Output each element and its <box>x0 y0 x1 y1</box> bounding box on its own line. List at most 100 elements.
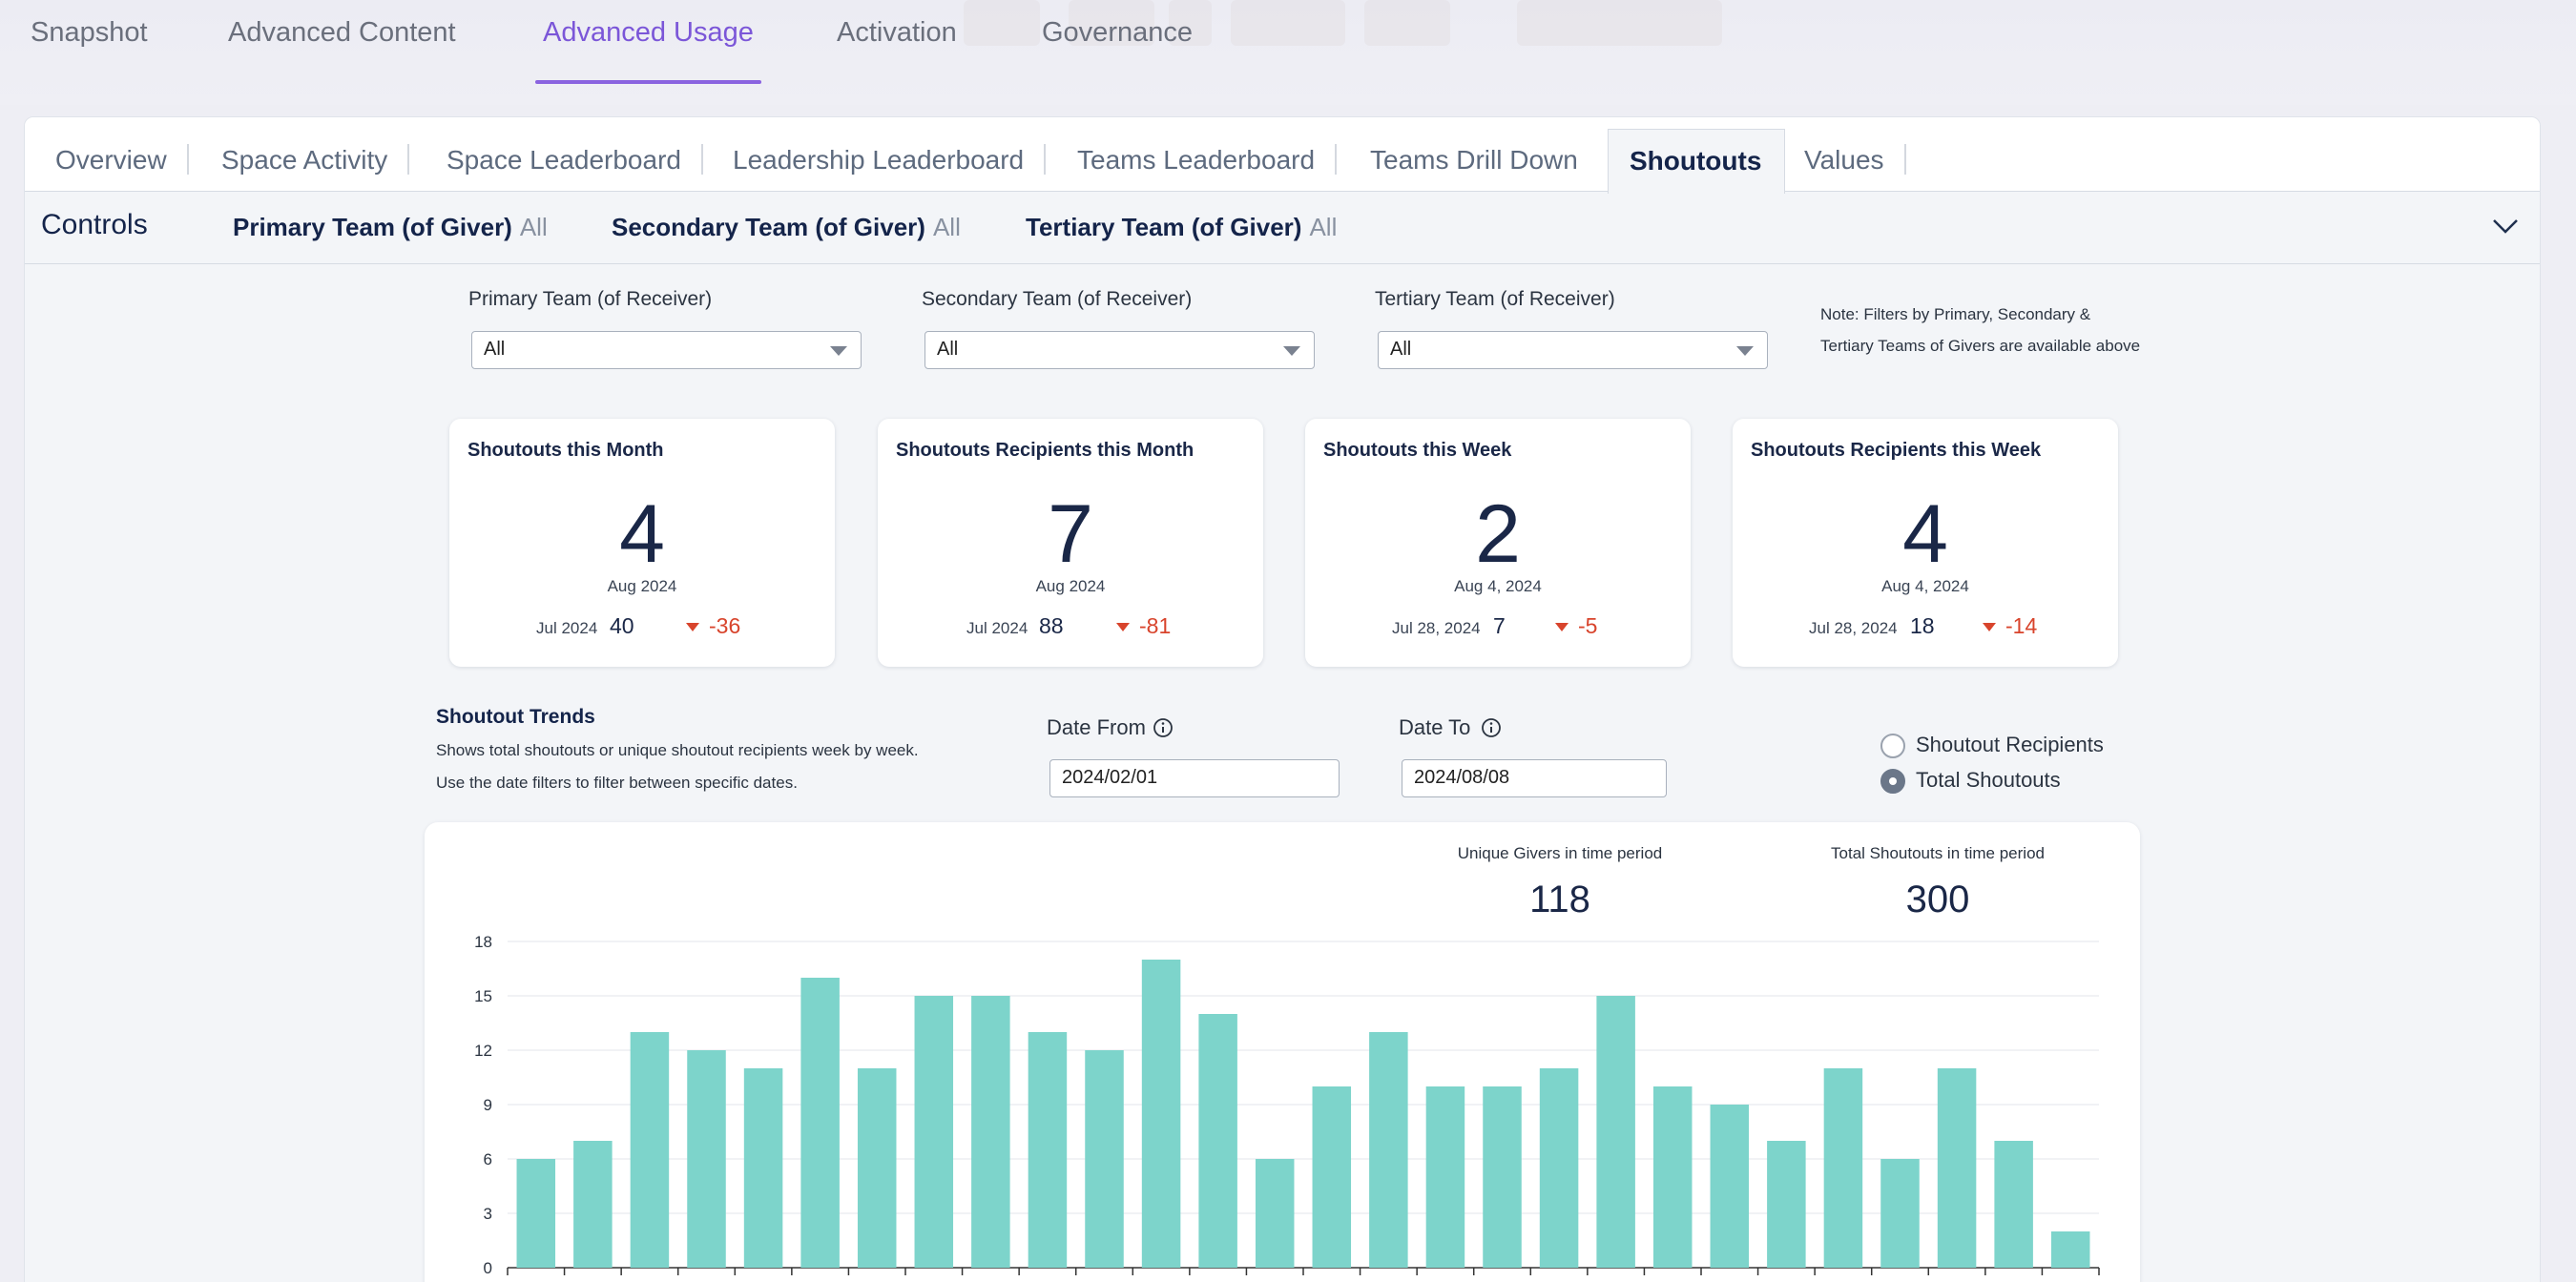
filter-value: All <box>1309 213 1338 241</box>
chart-bar[interactable] <box>1767 1141 1806 1268</box>
chart-bar[interactable] <box>800 978 840 1268</box>
sub-tab-space-activity[interactable]: Space Activity <box>202 129 410 192</box>
unique-givers-label: Unique Givers in time period <box>1457 844 1663 862</box>
select-value: All <box>1390 339 1412 360</box>
radio-button[interactable] <box>1880 734 1905 758</box>
chart-bar[interactable] <box>1085 1050 1124 1268</box>
chart-bar[interactable] <box>1710 1105 1750 1268</box>
chart-bar[interactable] <box>743 1068 783 1268</box>
chart-bar[interactable] <box>1880 1159 1920 1268</box>
top-tab-advanced-usage[interactable]: Advanced Usage <box>535 17 761 84</box>
kpi-value: 7 <box>1048 488 1093 580</box>
chart-bar[interactable] <box>1596 996 1635 1268</box>
chart-bar[interactable] <box>1255 1159 1295 1268</box>
chart-bar[interactable] <box>1425 1086 1465 1268</box>
tab-separator <box>1335 144 1338 175</box>
giver-secondary-team-filter[interactable]: Secondary Team (of Giver) All <box>612 213 961 242</box>
kpi-card-shoutouts-week: Shoutouts this Week 2 Aug 4, 2024 Jul 28… <box>1305 419 1691 667</box>
chart-bar[interactable] <box>1369 1032 1408 1268</box>
chart-bar[interactable] <box>1312 1086 1352 1268</box>
chevron-down-icon[interactable] <box>2486 207 2524 245</box>
top-tab-advanced-content[interactable]: Advanced Content <box>228 17 456 48</box>
chart-bar[interactable] <box>1028 1032 1068 1268</box>
total-shoutouts-value: 300 <box>1905 879 1970 920</box>
kpi-title: Shoutouts this Month <box>467 440 664 461</box>
kpi-title: Shoutouts Recipients this Month <box>896 440 1195 461</box>
kpi-period: Aug 4, 2024 <box>1881 577 1969 595</box>
chart-bar[interactable] <box>857 1068 897 1268</box>
info-icon[interactable] <box>1481 717 1502 738</box>
sub-tab-teams-leaderboard[interactable]: Teams Leaderboard <box>1058 129 1338 192</box>
chart-bar[interactable] <box>1141 960 1181 1268</box>
background-decoration <box>1231 0 1345 46</box>
chart-bar[interactable] <box>1539 1068 1579 1268</box>
kpi-value: 4 <box>619 488 665 580</box>
top-navigation: Snapshot Advanced Content Advanced Usage… <box>0 0 2576 105</box>
chart-bar[interactable] <box>1198 1014 1237 1268</box>
date-from-input[interactable]: 2024/02/01 <box>1049 759 1340 797</box>
tab-separator <box>1903 144 1906 175</box>
tab-separator <box>700 144 703 175</box>
top-tab-governance[interactable]: Governance <box>1042 17 1193 48</box>
background-decoration <box>1169 0 1212 46</box>
kpi-prev-label: Jul 2024 <box>966 619 1028 637</box>
kpi-delta: -5 <box>1578 613 1598 638</box>
sub-tab-space-leaderboard[interactable]: Space Leaderboard <box>427 129 703 192</box>
radio-button[interactable] <box>1880 769 1905 794</box>
y-tick-label: 0 <box>484 1259 492 1277</box>
background-decoration <box>1069 0 1154 46</box>
sub-tab-leadership-leaderboard[interactable]: Leadership Leaderboard <box>714 129 1047 192</box>
controls-bar[interactable]: Controls Primary Team (of Giver) All Seco… <box>25 192 2540 264</box>
y-tick-label: 15 <box>474 987 492 1005</box>
kpi-prev-value: 88 <box>1039 613 1064 638</box>
note-line: Note: Filters by Primary, Secondary & <box>1820 305 2091 323</box>
chart-bar[interactable] <box>516 1159 556 1268</box>
decrease-triangle-icon <box>686 623 699 631</box>
chart-bar[interactable] <box>573 1141 613 1268</box>
chart-bar[interactable] <box>1652 1086 1693 1268</box>
kpi-period: Aug 4, 2024 <box>1454 577 1542 595</box>
chart-bar[interactable] <box>687 1050 726 1268</box>
sub-tab-label: Space Activity <box>221 145 388 175</box>
chart-bar[interactable] <box>1823 1068 1863 1268</box>
chart-bar[interactable] <box>1937 1068 1977 1268</box>
kpi-value: 4 <box>1902 488 1948 580</box>
sub-tab-teams-drill-down[interactable]: Teams Drill Down <box>1351 129 1597 192</box>
chart-bar[interactable] <box>971 996 1010 1268</box>
radio-label: Shoutout Recipients <box>1916 733 2104 756</box>
kpi-card-recipients-week: Shoutouts Recipients this Week 4 Aug 4, … <box>1733 419 2118 667</box>
sub-tab-values[interactable]: Values <box>1785 129 1906 192</box>
note-line: Tertiary Teams of Givers are available a… <box>1820 337 2141 355</box>
decrease-triangle-icon <box>1983 623 1996 631</box>
top-tab-snapshot[interactable]: Snapshot <box>31 17 148 48</box>
chart-bar[interactable] <box>1483 1086 1522 1268</box>
sub-tab-bar: Overview Space Activity Space Leaderboar… <box>25 117 2540 194</box>
giver-primary-team-filter[interactable]: Primary Team (of Giver) All <box>233 213 548 242</box>
kpi-value: 2 <box>1475 488 1521 580</box>
kpi-prev-label: Jul 2024 <box>536 619 598 637</box>
receiver-secondary-select[interactable]: All <box>924 331 1315 369</box>
trends-description: Shows total shoutouts or unique shoutout… <box>436 734 919 799</box>
info-icon[interactable] <box>1153 717 1174 738</box>
sub-tab-overview[interactable]: Overview <box>36 129 189 192</box>
chart-bar[interactable] <box>914 996 954 1268</box>
sub-tab-label: Values <box>1804 145 1884 175</box>
y-tick-label: 18 <box>474 933 492 951</box>
chart-bar[interactable] <box>630 1032 670 1268</box>
date-to-input[interactable]: 2024/08/08 <box>1402 759 1667 797</box>
kpi-period: Aug 2024 <box>607 577 677 595</box>
sub-tab-shoutouts[interactable]: Shoutouts <box>1608 129 1785 194</box>
sub-tab-label: Teams Leaderboard <box>1077 145 1316 175</box>
receiver-tertiary-select[interactable]: All <box>1378 331 1768 369</box>
trends-desc-line: Shows total shoutouts or unique shoutout… <box>436 741 919 759</box>
caret-down-icon <box>1736 346 1754 356</box>
chart-bar[interactable] <box>1994 1141 2033 1268</box>
top-tab-activation[interactable]: Activation <box>837 17 957 48</box>
receiver-primary-select[interactable]: All <box>471 331 862 369</box>
giver-tertiary-team-filter[interactable]: Tertiary Team (of Giver) All <box>1026 213 1337 242</box>
tab-separator <box>1044 144 1047 175</box>
sub-tab-label: Shoutouts <box>1630 146 1762 176</box>
date-to-label: Date To <box>1399 715 1471 739</box>
chart-bar[interactable] <box>2050 1231 2090 1268</box>
filter-label: Primary Team (of Giver) <box>233 213 512 241</box>
